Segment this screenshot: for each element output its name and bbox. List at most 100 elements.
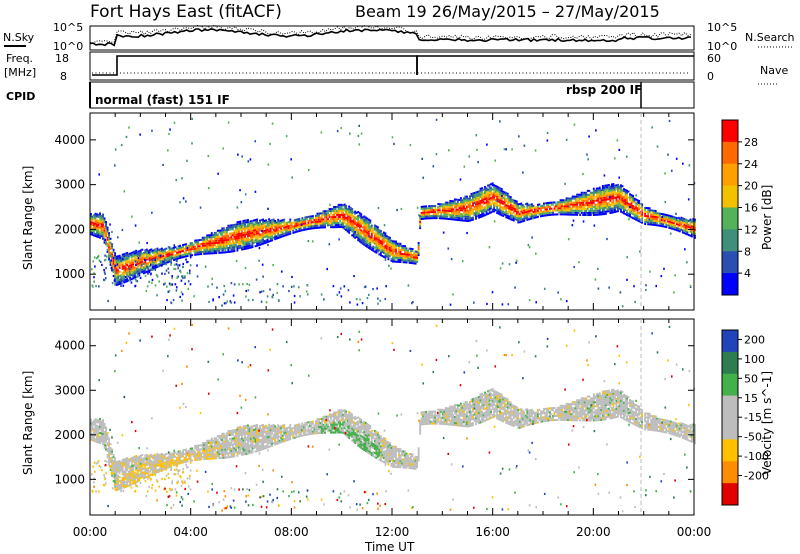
velocity-cell [136,474,139,477]
power-cell [450,202,453,205]
power-cell [623,210,625,213]
power-cell [482,196,485,199]
power-cell [219,251,222,254]
power-cell [681,225,684,228]
power-cell [139,259,142,262]
power-cell [456,214,459,217]
power-cell [354,234,357,237]
power-cell [179,271,182,274]
power-cell [137,260,140,264]
power-cell [404,261,406,264]
power-cell [141,252,144,255]
velocity-cell [102,435,104,438]
power-cell [232,294,235,297]
power-cell [122,284,125,287]
power-cell [145,250,148,253]
power-cell [493,202,496,205]
power-cell [372,247,375,250]
velocity-cell [150,463,153,466]
power-cell [254,140,257,143]
velocity-cell [145,467,148,470]
power-cell [621,207,624,210]
velocity-cell [90,430,92,433]
power-cell [212,250,215,253]
power-cell [600,207,603,210]
power-cell [428,215,431,218]
power-cell [388,264,390,267]
power-cell [138,272,141,275]
power-cell [339,207,342,210]
power-cell [248,242,251,245]
power-cell [672,220,675,223]
power-cell [506,200,509,203]
power-cell [585,191,588,194]
power-cell [535,252,537,255]
power-cell [476,211,479,214]
power-cell [586,201,589,204]
power-cell [630,208,633,211]
power-cell [225,301,227,305]
power-cell [441,205,444,208]
power-cell [561,213,564,216]
power-cell [398,252,400,255]
power-cell [332,285,335,288]
power-cell [235,259,238,263]
power-cell [589,207,592,210]
power-cell [592,197,595,200]
power-cell [449,206,452,209]
power-cell [213,252,216,255]
power-cell [369,219,372,222]
power-cell [636,199,639,202]
power-cell [373,246,376,249]
power-cell [490,191,493,194]
power-cell [311,227,314,230]
power-cell [328,210,331,213]
power-cell [102,215,104,218]
power-cell [126,276,129,279]
power-cell [420,217,423,220]
power-cell [244,193,247,196]
power-cell [109,237,112,240]
freq-trace-b [416,55,694,75]
power-cell [121,259,124,262]
power-cell [330,212,332,215]
power-cell [130,270,133,273]
power-cell [472,301,475,304]
power-cell [493,204,496,207]
power-cell [626,197,628,200]
power-cell [204,240,207,243]
power-cell [298,219,300,222]
power-cell [557,291,560,294]
velocity-cell [138,475,141,478]
power-cell [499,191,502,194]
power-cell [173,121,176,124]
power-cell [280,229,283,232]
power-cell [352,211,355,214]
power-cell [387,250,390,253]
velocity-cell [135,461,138,464]
power-cell [467,219,470,222]
power-cell [612,201,615,204]
power-cell [116,236,119,239]
power-cell [588,205,591,208]
power-cell [472,196,474,199]
velocity-cell [135,475,138,478]
velocity-cell [94,420,97,423]
power-cell [574,211,577,214]
power-cell [670,169,673,172]
power-cell [156,265,159,268]
power-cell [100,231,103,234]
power-cell [690,219,693,222]
power-cell [636,213,639,216]
power-cell [647,209,650,212]
power-cell [381,240,384,243]
power-cell [462,205,465,208]
power-cell [132,261,135,264]
power-cell [571,207,574,210]
power-cell [556,203,559,206]
power-cell [383,224,386,227]
power-cell [410,255,413,258]
power-cell [496,205,499,208]
power-cell [493,196,496,199]
power-cell [210,238,213,241]
